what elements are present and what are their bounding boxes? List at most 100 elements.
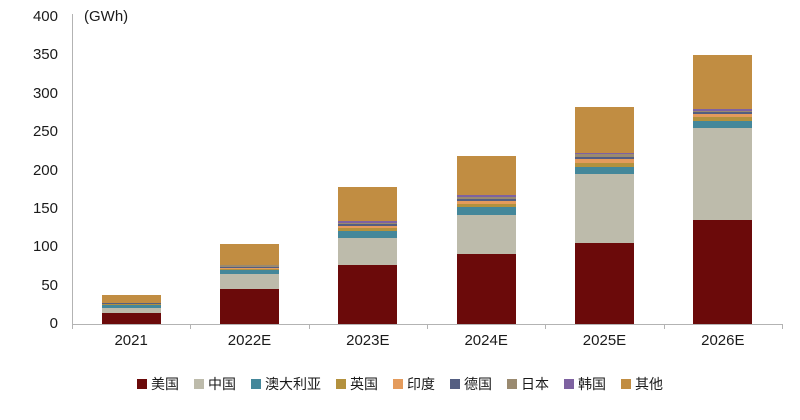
segment-中国-2026E[interactable]: [693, 128, 753, 221]
segment-中国-2021[interactable]: [101, 307, 161, 314]
segment-澳大利亚-2022E[interactable]: [220, 270, 279, 275]
segment-美国-2023E[interactable]: [338, 264, 398, 324]
legend-label: 其他: [635, 376, 663, 392]
legend-swatch-icon: [336, 379, 346, 389]
bar-2024E[interactable]: [456, 156, 516, 324]
segment-印度-2025E[interactable]: [575, 159, 634, 163]
segment-美国-2026E[interactable]: [693, 220, 753, 324]
segment-英国-2022E[interactable]: [220, 268, 279, 271]
legend-item-英国[interactable]: 英国: [336, 374, 378, 394]
y-tick-label: 200: [32, 161, 58, 179]
y-axis-unit-label: (GWh): [84, 8, 129, 25]
segment-澳大利亚-2025E[interactable]: [575, 166, 634, 175]
y-tick-label: 400: [32, 8, 58, 25]
segment-德国-2024E[interactable]: [456, 198, 516, 202]
x-axis-label-2023E: 2023E: [346, 332, 390, 349]
segment-日本-2023E[interactable]: [338, 222, 398, 225]
legend-label: 澳大利亚: [265, 376, 321, 392]
legend-item-澳大利亚[interactable]: 澳大利亚: [251, 374, 321, 394]
segment-日本-2026E[interactable]: [693, 110, 753, 113]
segment-德国-2026E[interactable]: [693, 112, 753, 114]
segment-韩国-2025E[interactable]: [575, 152, 634, 155]
legend-label: 德国: [464, 376, 492, 392]
segment-韩国-2026E[interactable]: [693, 109, 753, 111]
x-axis-label-2021: 2021: [114, 332, 148, 349]
legend-label: 英国: [350, 376, 378, 392]
segment-中国-2025E[interactable]: [575, 174, 634, 244]
segment-印度-2024E[interactable]: [456, 201, 516, 205]
segment-其他-2021[interactable]: [101, 294, 161, 303]
x-axis-tick: [663, 324, 665, 329]
legend-swatch-icon: [251, 379, 261, 389]
legend-swatch-icon: [507, 379, 517, 389]
legend-swatch-icon: [621, 379, 631, 389]
segment-印度-2023E[interactable]: [338, 225, 398, 229]
segment-中国-2023E[interactable]: [338, 238, 398, 265]
y-tick-label: 300: [32, 84, 58, 102]
y-tick-label: 150: [32, 199, 58, 217]
segment-美国-2025E[interactable]: [575, 243, 634, 324]
segment-韩国-2023E[interactable]: [338, 221, 398, 223]
x-axis-tick: [308, 324, 310, 329]
segment-其他-2025E[interactable]: [575, 106, 634, 153]
y-tick-label: 350: [32, 46, 58, 64]
x-axis-tick: [72, 324, 73, 329]
legend-swatch-icon: [393, 379, 403, 389]
x-axis-label-2024E: 2024E: [464, 332, 508, 349]
segment-澳大利亚-2023E[interactable]: [338, 231, 398, 239]
segment-日本-2025E[interactable]: [575, 154, 634, 157]
segment-美国-2022E[interactable]: [220, 289, 279, 324]
bar-2021[interactable]: [101, 294, 161, 324]
legend-item-印度[interactable]: 印度: [393, 374, 435, 394]
segment-澳大利亚-2021[interactable]: [101, 304, 161, 308]
segment-澳大利亚-2024E[interactable]: [456, 207, 516, 216]
x-axis-label-2022E: 2022E: [227, 332, 272, 349]
bar-2026E[interactable]: [693, 55, 753, 324]
segment-中国-2022E[interactable]: [220, 274, 279, 290]
segment-英国-2026E[interactable]: [693, 116, 753, 121]
segment-德国-2025E[interactable]: [575, 156, 634, 160]
legend-item-其他[interactable]: 其他: [621, 374, 663, 394]
y-tick-label: 250: [32, 123, 58, 141]
segment-英国-2021[interactable]: [101, 304, 161, 305]
segment-德国-2023E[interactable]: [338, 224, 398, 226]
bar-2022E[interactable]: [220, 243, 279, 324]
legend-label: 中国: [208, 376, 236, 392]
segment-美国-2024E[interactable]: [456, 254, 516, 324]
legend-label: 美国: [151, 376, 179, 392]
segment-英国-2025E[interactable]: [575, 162, 634, 167]
legend-label: 韩国: [578, 376, 606, 392]
legend-item-中国[interactable]: 中国: [194, 374, 236, 394]
segment-韩国-2022E[interactable]: [220, 264, 279, 266]
segment-澳大利亚-2026E[interactable]: [693, 120, 753, 129]
x-axis-tick: [782, 324, 783, 329]
segment-印度-2022E[interactable]: [220, 267, 279, 269]
x-axis-label-2026E: 2026E: [701, 332, 745, 349]
segment-其他-2024E[interactable]: [456, 156, 516, 196]
bar-2025E[interactable]: [575, 106, 634, 324]
segment-其他-2023E[interactable]: [338, 187, 398, 222]
segment-韩国-2024E[interactable]: [456, 195, 516, 197]
x-axis-tick: [545, 324, 547, 329]
segment-英国-2023E[interactable]: [338, 228, 398, 232]
segment-其他-2026E[interactable]: [693, 55, 753, 110]
legend-item-日本[interactable]: 日本: [507, 374, 549, 394]
segment-其他-2022E[interactable]: [220, 243, 279, 265]
legend: 美国 中国 澳大利亚 英国 印度 德国 日本 韩国 其他: [0, 374, 800, 394]
bar-2023E[interactable]: [338, 187, 398, 324]
legend-item-美国[interactable]: 美国: [137, 374, 179, 394]
legend-item-德国[interactable]: 德国: [450, 374, 492, 394]
segment-日本-2022E[interactable]: [220, 265, 279, 267]
x-axis-label-2025E: 2025E: [582, 332, 627, 349]
segment-印度-2026E[interactable]: [693, 113, 753, 117]
segment-英国-2024E[interactable]: [456, 204, 516, 208]
segment-日本-2024E[interactable]: [456, 196, 516, 199]
segment-美国-2021[interactable]: [101, 313, 161, 324]
segment-德国-2022E[interactable]: [220, 266, 279, 268]
segment-中国-2024E[interactable]: [456, 215, 516, 255]
legend-swatch-icon: [194, 379, 204, 389]
y-tick-label: 100: [32, 238, 58, 256]
legend-item-韩国[interactable]: 韩国: [564, 374, 606, 394]
legend-swatch-icon: [137, 379, 147, 389]
